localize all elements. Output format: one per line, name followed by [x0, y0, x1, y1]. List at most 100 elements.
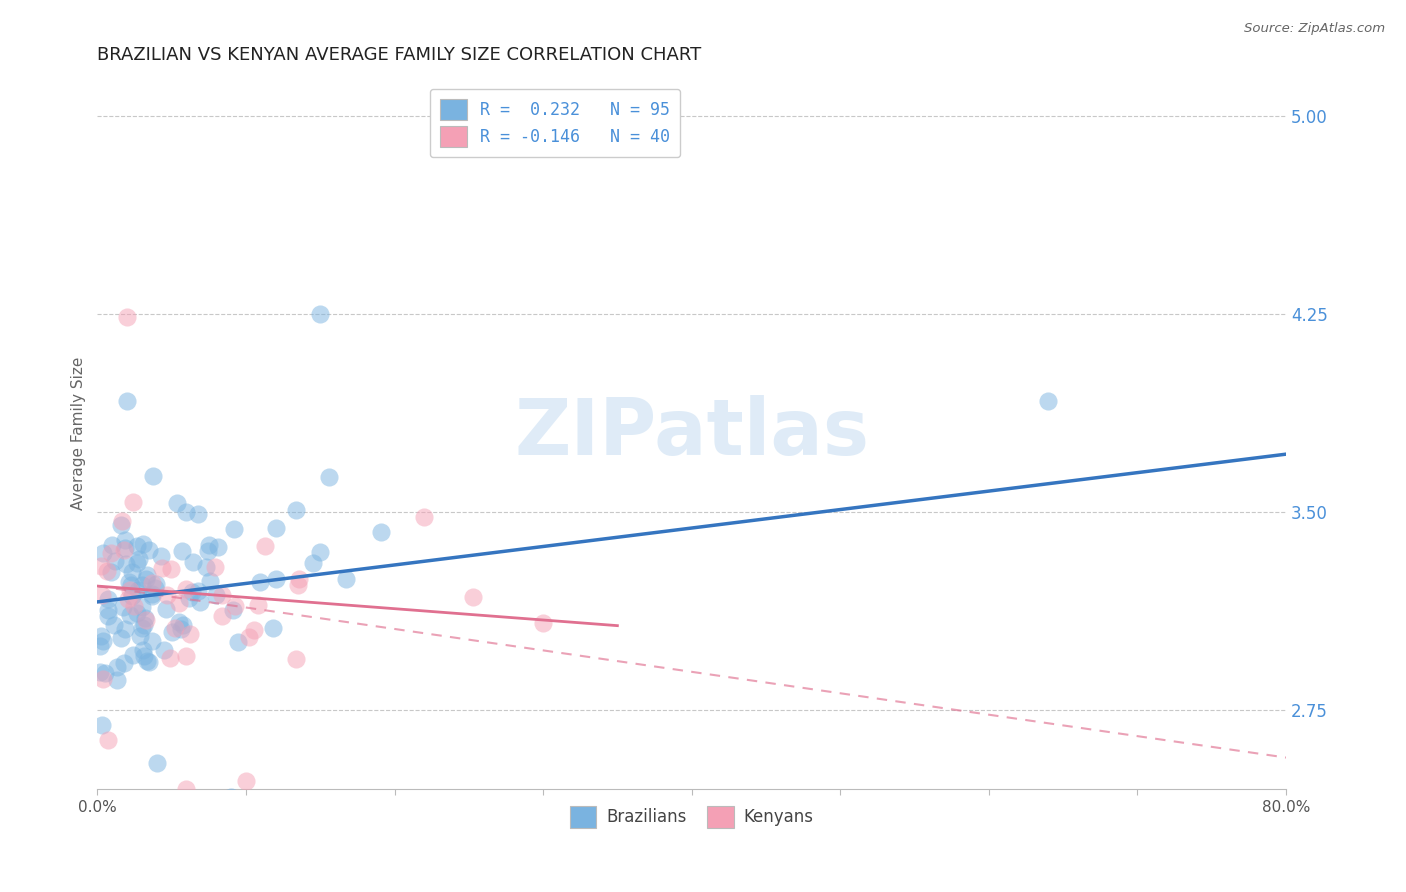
Point	[132, 648, 155, 663]
Point	[121, 494, 143, 508]
Point	[1038, 394, 1060, 409]
Point	[141, 576, 163, 591]
Point	[112, 542, 135, 557]
Point	[121, 566, 143, 580]
Point	[264, 521, 287, 535]
Point	[309, 307, 332, 321]
Point	[89, 665, 111, 679]
Point	[114, 541, 136, 555]
Point	[247, 598, 270, 612]
Point	[176, 782, 198, 797]
Point	[187, 583, 209, 598]
Point	[207, 540, 229, 554]
Text: Source: ZipAtlas.com: Source: ZipAtlas.com	[1244, 22, 1385, 36]
Point	[120, 583, 142, 598]
Point	[141, 634, 163, 648]
Point	[156, 589, 179, 603]
Point	[187, 507, 209, 521]
Point	[127, 606, 149, 620]
Point	[211, 588, 233, 602]
Point	[198, 538, 221, 552]
Point	[91, 633, 114, 648]
Point	[146, 756, 169, 770]
Point	[132, 537, 155, 551]
Point	[461, 591, 484, 605]
Point	[149, 549, 172, 563]
Point	[114, 622, 136, 636]
Point	[174, 582, 197, 596]
Point	[136, 654, 159, 668]
Point	[335, 572, 357, 586]
Point	[160, 625, 183, 640]
Text: BRAZILIAN VS KENYAN AVERAGE FAMILY SIZE CORRELATION CHART: BRAZILIAN VS KENYAN AVERAGE FAMILY SIZE …	[97, 46, 702, 64]
Text: ZIPatlas: ZIPatlas	[515, 395, 869, 471]
Point	[122, 648, 145, 663]
Point	[105, 673, 128, 687]
Point	[167, 596, 190, 610]
Point	[318, 470, 340, 484]
Point	[105, 659, 128, 673]
Point	[226, 634, 249, 648]
Point	[181, 555, 204, 569]
Point	[172, 618, 194, 632]
Point	[204, 560, 226, 574]
Point	[104, 554, 127, 568]
Point	[190, 595, 212, 609]
Point	[138, 655, 160, 669]
Point	[96, 564, 118, 578]
Point	[141, 587, 163, 601]
Point	[238, 630, 260, 644]
Point	[117, 592, 139, 607]
Legend: Brazilians, Kenyans: Brazilians, Kenyans	[564, 799, 820, 834]
Point	[163, 621, 186, 635]
Point	[122, 599, 145, 614]
Point	[174, 505, 197, 519]
Point	[285, 503, 308, 517]
Point	[169, 615, 191, 630]
Point	[135, 572, 157, 586]
Point	[101, 538, 124, 552]
Point	[141, 590, 163, 604]
Point	[90, 629, 112, 643]
Point	[90, 559, 112, 574]
Point	[143, 581, 166, 595]
Point	[115, 558, 138, 572]
Point	[179, 627, 201, 641]
Point	[91, 546, 114, 560]
Point	[131, 621, 153, 635]
Point	[103, 618, 125, 632]
Point	[249, 574, 271, 589]
Point	[111, 600, 134, 615]
Point	[128, 552, 150, 566]
Point	[135, 613, 157, 627]
Point	[131, 578, 153, 592]
Point	[91, 718, 114, 732]
Point	[145, 577, 167, 591]
Point	[179, 591, 201, 605]
Point	[155, 601, 177, 615]
Point	[302, 556, 325, 570]
Point	[127, 540, 149, 554]
Point	[121, 589, 143, 603]
Point	[287, 572, 309, 586]
Point	[197, 544, 219, 558]
Point	[309, 545, 332, 559]
Point	[89, 639, 111, 653]
Y-axis label: Average Family Size: Average Family Size	[72, 357, 86, 509]
Point	[134, 618, 156, 632]
Point	[111, 514, 134, 528]
Point	[219, 790, 242, 805]
Point	[91, 588, 114, 602]
Point	[287, 578, 309, 592]
Point	[110, 517, 132, 532]
Point	[198, 574, 221, 588]
Point	[531, 615, 554, 630]
Point	[115, 394, 138, 409]
Point	[110, 631, 132, 645]
Point	[100, 565, 122, 579]
Point	[170, 623, 193, 637]
Point	[127, 583, 149, 598]
Point	[285, 652, 308, 666]
Point	[180, 585, 202, 599]
Point	[370, 524, 392, 539]
